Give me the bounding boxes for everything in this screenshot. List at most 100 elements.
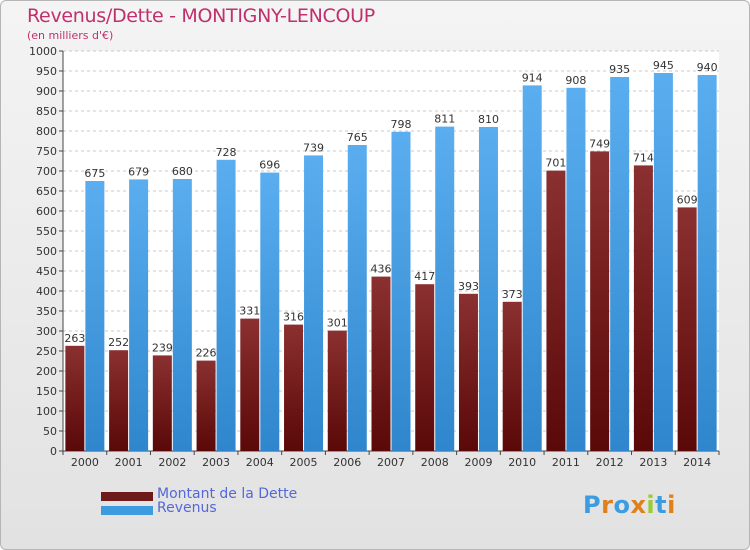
data-label-revenus: 739 [303,141,324,154]
y-tick-label: 50 [43,425,57,438]
bar-dette [152,355,172,451]
y-tick-label: 100 [36,405,57,418]
bar-revenus [435,126,455,451]
data-label-revenus: 940 [697,61,718,74]
x-tick-label: 2004 [246,456,274,469]
bar-dette [284,324,304,451]
x-tick-label: 2011 [552,456,580,469]
y-tick-label: 200 [36,365,57,378]
bar-dette [196,360,216,451]
logo-letter: P [583,491,602,519]
y-tick-label: 750 [36,145,57,158]
chart-subtitle: (en milliers d'€) [27,29,114,42]
x-tick-label: 2014 [683,456,711,469]
legend-swatch-revenus [101,506,153,515]
bar-dette [458,293,478,451]
y-tick-label: 850 [36,105,57,118]
data-label-revenus: 798 [391,118,412,131]
data-label-dette: 714 [633,151,654,164]
bar-revenus [304,155,324,451]
proxiti-logo[interactable]: Proxiti [583,491,676,519]
data-label-revenus: 945 [653,59,674,72]
bar-revenus [347,145,367,451]
logo-letter: i [667,491,676,519]
x-tick-label: 2002 [158,456,186,469]
bar-revenus [566,87,586,452]
bar-revenus [522,85,542,452]
data-label-revenus: 811 [434,113,455,126]
data-label-revenus: 675 [84,167,105,180]
data-label-revenus: 810 [478,113,499,126]
data-label-dette: 749 [589,137,610,150]
x-tick-label: 2000 [71,456,99,469]
y-tick-label: 900 [36,85,57,98]
legend-label-dette: Montant de la Dette [157,486,298,502]
logo-letter: x [630,491,647,519]
y-tick-label: 500 [36,245,57,258]
data-label-dette: 373 [502,288,523,301]
x-tick-label: 2001 [115,456,143,469]
data-label-dette: 316 [283,311,304,324]
logo-letter: t [655,491,668,519]
x-tick-label: 2007 [377,456,405,469]
y-tick-label: 450 [36,265,57,278]
bar-dette [65,345,85,451]
y-tick-label: 150 [36,385,57,398]
bar-revenus [391,131,411,452]
data-label-revenus: 914 [522,71,543,84]
bar-dette [546,170,566,451]
legend-swatch-dette [101,492,153,501]
data-label-dette: 436 [371,263,392,276]
data-label-dette: 263 [64,332,85,345]
data-label-revenus: 680 [172,165,193,178]
bar-revenus [85,181,105,451]
data-label-dette: 609 [677,193,698,206]
bar-dette [109,350,129,451]
chart-title: Revenus/Dette - MONTIGNY-LENCOUP [27,5,375,27]
y-tick-label: 550 [36,225,57,238]
x-tick-label: 2012 [596,456,624,469]
bar-dette [677,207,697,451]
y-tick-label: 350 [36,305,57,318]
y-tick-label: 250 [36,345,57,358]
data-label-dette: 417 [414,270,435,283]
bar-revenus [260,172,280,451]
x-tick-label: 2013 [639,456,667,469]
legend-label-revenus: Revenus [157,500,217,516]
bar-dette [415,284,435,451]
y-tick-label: 650 [36,185,57,198]
y-tick-label: 700 [36,165,57,178]
data-label-revenus: 679 [128,165,149,178]
bar-dette [371,276,391,451]
bar-revenus [129,179,149,451]
bar-dette [502,301,522,451]
data-label-dette: 331 [239,305,260,318]
data-label-revenus: 935 [609,63,630,76]
data-label-dette: 393 [458,280,479,293]
data-label-dette: 239 [152,341,173,354]
bar-revenus [478,127,498,451]
y-tick-label: 950 [36,65,57,78]
data-label-revenus: 728 [216,146,237,159]
bar-revenus [216,159,236,452]
logo-letter: i [646,491,656,519]
bar-dette [633,165,653,451]
logo-letter: o [613,491,631,519]
bar-revenus [610,77,630,451]
x-tick-label: 2006 [333,456,361,469]
y-tick-label: 800 [36,125,57,138]
bar-revenus [697,75,717,451]
y-tick-label: 1000 [29,45,57,58]
data-label-dette: 301 [327,317,348,330]
data-label-dette: 252 [108,336,129,349]
bar-dette [590,151,610,451]
x-tick-label: 2008 [421,456,449,469]
logo-letter: r [601,491,614,519]
data-label-dette: 226 [196,347,217,360]
bar-revenus [172,179,192,451]
x-tick-label: 2003 [202,456,230,469]
bar-dette [327,330,347,451]
x-tick-label: 2009 [464,456,492,469]
y-tick-label: 300 [36,325,57,338]
